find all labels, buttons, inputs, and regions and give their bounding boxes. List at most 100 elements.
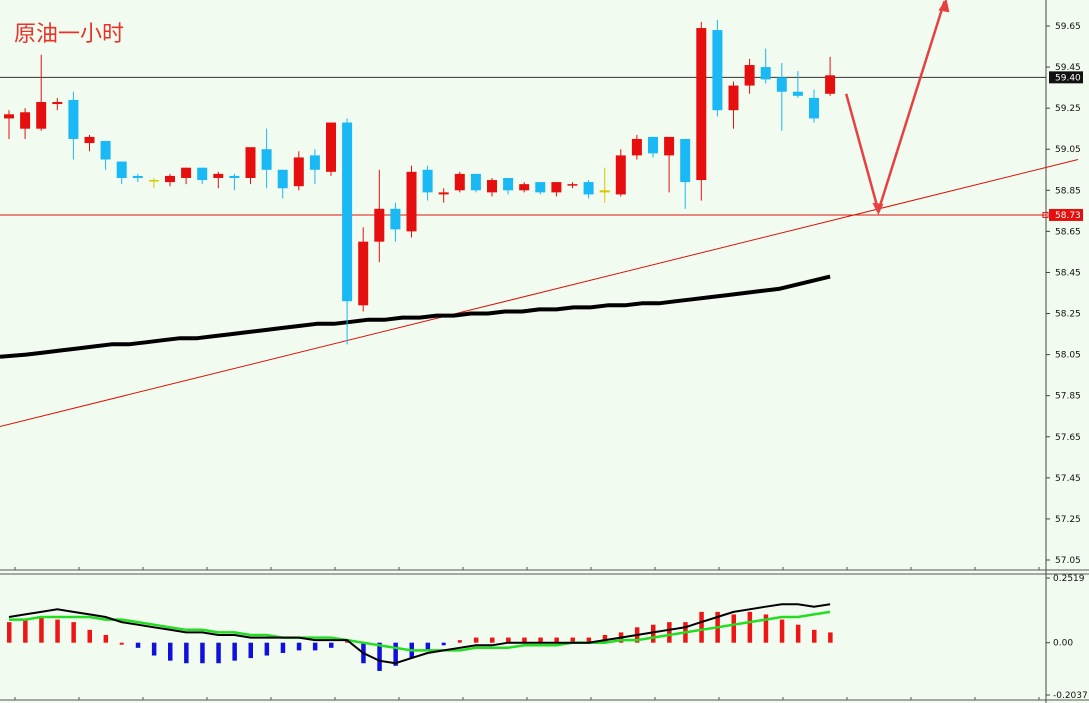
- candle-body: [615, 155, 626, 195]
- macd-histogram-bar: [200, 642, 205, 664]
- macd-histogram-bar: [763, 614, 769, 643]
- macd-histogram-bar: [135, 642, 141, 648]
- macd-histogram-bar: [71, 622, 76, 643]
- candle-body: [132, 175, 143, 178]
- candle-body: [583, 182, 594, 195]
- candle-body: [631, 138, 642, 156]
- macd-histogram-bar: [795, 624, 801, 643]
- macd-histogram-bar: [119, 642, 124, 645]
- candle-body: [213, 173, 224, 178]
- macd-histogram-bar: [490, 637, 495, 643]
- y-tick-label: 57.45: [1055, 474, 1081, 484]
- macd-histogram-bar: [280, 642, 286, 653]
- candle-body: [503, 177, 514, 191]
- candle-body: [438, 192, 449, 195]
- macd-histogram-bar: [441, 642, 446, 646]
- macd-histogram-bar: [168, 642, 173, 661]
- macd-histogram-bar: [699, 611, 704, 643]
- moving-average-line: [0, 274, 831, 359]
- y-tick-label: 58.65: [1055, 227, 1081, 237]
- price-tag-label: 58.73: [1055, 211, 1081, 221]
- candle-body: [68, 99, 79, 139]
- candle-body: [664, 136, 675, 156]
- macd-histogram-bar: [312, 642, 318, 651]
- candle-body: [181, 167, 192, 178]
- candle-body: [599, 190, 610, 193]
- price-axis: 59.65 59.45 59.25 59.05 58.85 58.65 58.45 58.25…: [1042, 22, 1088, 701]
- macd-histogram-bar: [667, 622, 672, 643]
- macd-histogram-bar: [538, 637, 543, 643]
- candle-body: [342, 122, 353, 302]
- macd-signal-line: [9, 610, 831, 652]
- price-panel: [0, 0, 1079, 427]
- macd-line: [8, 603, 831, 665]
- candle-body: [567, 184, 578, 186]
- macd-histogram-bar: [55, 619, 60, 643]
- macd-histogram-bar: [522, 637, 527, 643]
- macd-histogram-bar: [586, 637, 592, 643]
- candle-body: [390, 208, 401, 230]
- macd-histogram-bar: [23, 619, 28, 643]
- candle-body: [229, 175, 240, 178]
- macd-y-tick-label: 0.2519: [1053, 574, 1085, 584]
- y-tick-label: 57.05: [1055, 556, 1081, 566]
- macd-histogram-bar: [570, 637, 575, 643]
- macd-y-tick-label: 0.00: [1053, 639, 1073, 649]
- price-tag-box: [1049, 71, 1083, 84]
- candle-body: [519, 184, 530, 191]
- candle-body: [792, 91, 803, 96]
- macd-histogram-bar: [296, 642, 302, 651]
- macd-histogram-bar: [329, 642, 334, 648]
- macd-histogram-bar: [506, 637, 511, 643]
- candle-body: [116, 161, 127, 178]
- candle-body: [406, 171, 417, 232]
- price-tag-label: 59.40: [1055, 73, 1081, 83]
- macd-histogram-bar: [248, 642, 253, 659]
- candle-body: [277, 169, 288, 189]
- candle-body: [326, 122, 336, 172]
- candle-body: [648, 136, 658, 154]
- macd-histogram-bar: [345, 640, 350, 643]
- candle-body: [535, 182, 546, 193]
- macd-histogram-bar: [216, 642, 221, 664]
- candle-body: [760, 67, 771, 80]
- macd-histogram-bar: [425, 642, 431, 651]
- y-tick-label: 57.65: [1055, 433, 1081, 443]
- price-tag-marker: [1042, 211, 1049, 218]
- candle-body: [309, 155, 320, 170]
- y-tick-label: 59.45: [1055, 63, 1081, 73]
- macd-histogram-bar: [812, 629, 817, 643]
- y-tick-label: 58.45: [1055, 268, 1081, 278]
- macd-histogram-bar: [554, 637, 559, 643]
- candle-body: [551, 182, 562, 193]
- price-tag-box: [1049, 208, 1083, 221]
- candle-body: [712, 30, 723, 111]
- candle-body: [148, 180, 159, 182]
- candle-body: [20, 112, 31, 129]
- macd-y-tick-label: -0.2037: [1053, 691, 1088, 701]
- candle-body: [165, 175, 175, 183]
- macd-histogram-bar: [473, 637, 479, 643]
- macd-histogram-bar: [457, 640, 462, 643]
- y-tick-label: 57.25: [1055, 515, 1081, 525]
- candle-body: [36, 101, 47, 129]
- candle-body: [100, 141, 111, 160]
- macd-histogram-bar: [7, 622, 12, 643]
- candle-body: [487, 180, 497, 193]
- chart-title: 原油一小时: [14, 22, 124, 47]
- y-tick-label: 59.65: [1055, 22, 1081, 32]
- macd-histogram-bar: [731, 614, 736, 643]
- macd-panel: [7, 603, 833, 671]
- macd-histogram-bar: [377, 642, 382, 671]
- macd-histogram-bar: [651, 624, 656, 643]
- candle-body: [245, 147, 256, 178]
- candle-body: [422, 169, 433, 193]
- candle-body: [454, 173, 465, 191]
- candle-body: [470, 173, 481, 191]
- y-tick-label: 59.25: [1055, 104, 1081, 114]
- candle-body: [809, 97, 819, 119]
- candle-body: [197, 167, 208, 181]
- macd-histogram-bar: [264, 642, 270, 656]
